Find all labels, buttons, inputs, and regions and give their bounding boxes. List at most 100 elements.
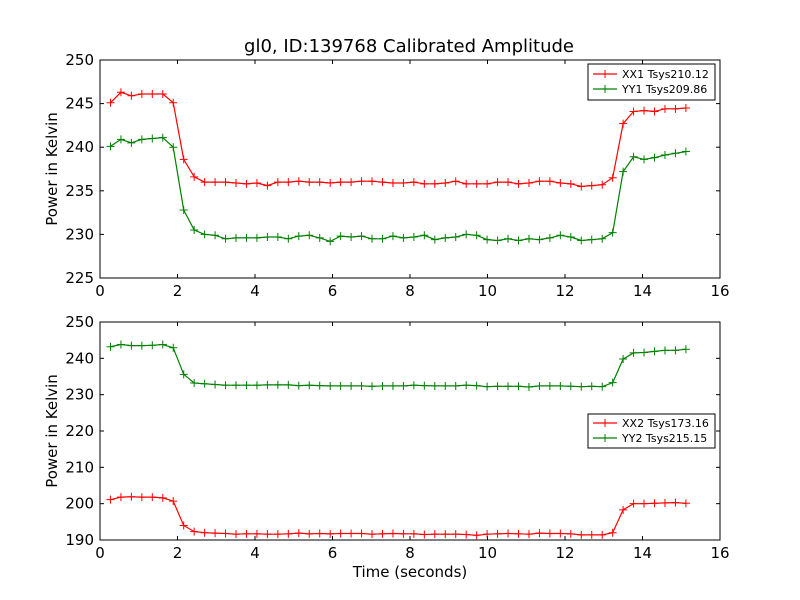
- top-legend-item-0: XX1 Tsys210.12: [593, 68, 709, 81]
- bottom-series-1-point-12: [232, 381, 241, 390]
- top-series-1-point-20: [315, 233, 324, 242]
- bottom-series-1-point-55: [681, 345, 690, 354]
- top-series-0-point-13: [242, 179, 251, 188]
- bottom-series-0-point-10: [211, 529, 220, 538]
- bottom-series-0-point-35: [472, 531, 481, 540]
- bottom-series-0-point-32: [441, 530, 450, 539]
- bottom-series-1-point-48: [608, 378, 617, 387]
- top-series-1-point-21: [326, 237, 335, 246]
- top-series-0-point-46: [587, 181, 596, 190]
- top-series-group: [106, 88, 690, 246]
- bottom-series-0-point-7: [179, 521, 188, 530]
- bottom-series-0-point-22: [336, 529, 345, 538]
- top-series-0-point-50: [629, 107, 638, 116]
- top-series-0-point-36: [483, 179, 492, 188]
- bottom-series-0-point-13: [242, 529, 251, 538]
- top-series-0-point-21: [326, 178, 335, 187]
- bottom-series-1-point-27: [388, 381, 397, 390]
- bottom-series-0-point-49: [619, 505, 628, 514]
- bottom-series-0-point-40: [524, 530, 533, 539]
- bottom-series-1-point-26: [378, 381, 387, 390]
- top-series-1-point-18: [294, 232, 303, 241]
- bottom-series-0-point-43: [556, 529, 565, 538]
- top-series-1-point-33: [451, 233, 460, 242]
- top-series-1-point-19: [305, 231, 314, 240]
- top-legend-swatch-marker-0: [601, 70, 609, 78]
- top-series-0-point-31: [430, 179, 439, 188]
- top-series-0-point-47: [598, 180, 607, 189]
- top-legend-box: [587, 63, 716, 101]
- top-series-1-point-11: [221, 234, 230, 243]
- top-series-1-point-15: [263, 233, 272, 242]
- bottom-y-axis-label: Power in Kelvin: [43, 374, 61, 488]
- top-y-tick-labels: 225 230 235 240 245 250: [65, 51, 94, 287]
- bottom-series-1-point-29: [409, 381, 418, 390]
- bottom-series-0-point-38: [504, 529, 513, 538]
- bottom-series-1-point-9: [200, 379, 209, 388]
- bottom-series-0-point-0: [106, 495, 115, 504]
- bottom-series-1-point-25: [368, 382, 377, 391]
- bottom-series-1-point-2: [127, 341, 136, 350]
- bottom-x-tick-label-2: 4: [250, 544, 260, 562]
- top-series-0-point-22: [336, 178, 345, 187]
- top-series-1-point-35: [472, 231, 481, 240]
- top-series-1-point-39: [514, 236, 523, 245]
- top-series-1-point-25: [368, 234, 377, 243]
- bottom-series-0-point-46: [587, 530, 596, 539]
- top-y-tick-label-0: 225: [65, 269, 94, 287]
- top-series-0-point-42: [545, 177, 554, 186]
- top-x-tick-label-1: 2: [173, 282, 183, 300]
- top-series-0-point-2: [127, 91, 136, 100]
- top-series-1-point-22: [336, 232, 345, 241]
- bottom-series-1-point-37: [493, 382, 502, 391]
- top-series-0-point-6: [169, 98, 178, 107]
- top-series-1-point-26: [378, 234, 387, 243]
- bottom-series-1-point-54: [671, 346, 680, 355]
- bottom-series-0-point-55: [681, 499, 690, 508]
- bottom-series-1-point-52: [650, 347, 659, 356]
- bottom-legend-swatch-marker-1: [601, 434, 609, 442]
- bottom-series-0-point-24: [357, 529, 366, 538]
- top-x-tick-label-0: 0: [95, 282, 105, 300]
- top-series-0-point-35: [472, 179, 481, 188]
- top-x-tick-label-8: 16: [710, 282, 729, 300]
- top-series-1-point-34: [462, 230, 471, 239]
- bottom-series-1-point-38: [504, 382, 513, 391]
- bottom-series-0-point-45: [577, 530, 586, 539]
- bottom-series-0-point-36: [483, 530, 492, 539]
- bottom-series-1-point-5: [158, 340, 167, 349]
- top-series-0-point-32: [441, 178, 450, 187]
- bottom-series-1-point-44: [566, 382, 575, 391]
- bottom-series-0-point-41: [535, 529, 544, 538]
- top-series-1-point-27: [388, 232, 397, 241]
- bottom-legend-label-1: YY2 Tsys215.15: [621, 432, 707, 445]
- top-ticks: [99, 59, 721, 279]
- bottom-series-1-point-31: [430, 381, 439, 390]
- bottom-series-1-point-19: [305, 381, 314, 390]
- bottom-series-1-point-3: [137, 341, 146, 350]
- top-series-0-point-4: [148, 90, 157, 99]
- top-series-0-point-27: [388, 178, 397, 187]
- top-series-1-point-5: [158, 133, 167, 142]
- top-series-0-point-14: [252, 178, 261, 187]
- top-series-1-point-44: [566, 233, 575, 242]
- bottom-series-1-point-23: [347, 381, 356, 390]
- bottom-series-1-point-24: [357, 381, 366, 390]
- bottom-y-tick-label-0: 190: [65, 531, 94, 549]
- bottom-y-tick-label-3: 220: [65, 422, 94, 440]
- bottom-legend-label-0: XX2 Tsys173.16: [622, 417, 709, 430]
- top-series-0-point-15: [263, 181, 272, 190]
- top-series-0-point-26: [378, 178, 387, 187]
- bottom-series-1-point-39: [514, 382, 523, 391]
- bottom-x-tick-label-7: 14: [633, 544, 652, 562]
- bottom-series-1-point-14: [252, 381, 261, 390]
- top-series-1-point-48: [608, 228, 617, 237]
- bottom-series-0-point-20: [315, 529, 324, 538]
- bottom-series-1-point-30: [420, 381, 429, 390]
- bottom-series-0-point-28: [399, 529, 408, 538]
- top-x-tick-label-6: 12: [555, 282, 574, 300]
- top-y-axis-label: Power in Kelvin: [43, 112, 61, 226]
- top-series-0-point-52: [650, 107, 659, 116]
- bottom-y-tick-label-6: 250: [65, 313, 94, 331]
- top-series-0-point-55: [681, 103, 690, 112]
